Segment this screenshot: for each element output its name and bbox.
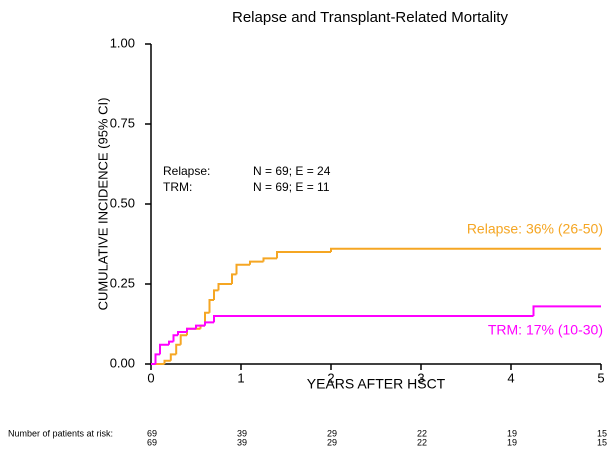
y-tick-label: 0.50 — [110, 195, 135, 210]
at-risk-count: 39 — [237, 437, 247, 447]
x-tick-label: 3 — [417, 370, 424, 385]
x-axis-label: YEARS AFTER HSCT — [307, 376, 446, 392]
at-risk-count: 19 — [507, 428, 517, 438]
step-segment — [186, 327, 196, 332]
at-risk-count: 39 — [237, 428, 247, 438]
step-segment — [169, 353, 177, 361]
x-tick-label: 1 — [237, 370, 244, 385]
step-segment — [168, 340, 174, 345]
step-segment — [177, 331, 187, 336]
step-segment — [213, 289, 219, 300]
curve-label: TRM: 17% (10-30) — [488, 322, 603, 338]
at-risk-count: 22 — [417, 437, 427, 447]
curve-label: Relapse: 36% (26-50) — [467, 221, 603, 237]
stats-value: N = 69; E = 24 — [253, 164, 331, 178]
step-segment — [217, 283, 232, 291]
stats-value: N = 69; E = 11 — [253, 180, 330, 194]
step-segment — [154, 353, 160, 364]
step-segment — [330, 247, 601, 252]
y-tick-label: 0.00 — [110, 355, 135, 370]
at-risk-count: 69 — [147, 428, 157, 438]
x-tick-label: 4 — [507, 370, 514, 385]
at-risk-label: Number of patients at risk: — [8, 428, 113, 438]
stats-name: TRM: — [163, 180, 192, 194]
at-risk-count: 15 — [597, 437, 607, 447]
step-segment — [208, 299, 214, 313]
step-segment — [195, 324, 205, 329]
at-risk-count: 22 — [417, 428, 427, 438]
step-segment — [204, 321, 214, 326]
at-risk-count: 69 — [147, 437, 157, 447]
y-axis-label: CUMULATIVE INCIDENCE (95% CI) — [95, 98, 110, 311]
step-segment — [175, 343, 181, 355]
at-risk-count: 29 — [327, 437, 337, 447]
step-segment — [249, 260, 264, 265]
step-segment — [532, 305, 601, 316]
step-segment — [179, 334, 187, 345]
step-segment — [163, 359, 171, 364]
step-segment — [159, 343, 169, 355]
step-segment — [231, 273, 237, 284]
at-risk-count: 19 — [507, 437, 517, 447]
step-segment — [204, 311, 210, 326]
step-segment — [213, 315, 534, 323]
x-tick-label: 2 — [327, 370, 334, 385]
step-segment — [235, 263, 250, 275]
stats-name: Relapse: — [163, 164, 210, 178]
y-tick-label: 0.25 — [110, 275, 135, 290]
at-risk-count: 29 — [327, 428, 337, 438]
step-segment — [172, 334, 178, 342]
x-tick-label: 5 — [597, 370, 604, 385]
step-segment — [262, 257, 277, 262]
y-tick-label: 0.75 — [110, 115, 135, 130]
step-segment — [276, 251, 331, 259]
chart-title: Relapse and Transplant-Related Mortality — [232, 9, 508, 26]
y-tick-label: 1.00 — [110, 35, 135, 50]
x-tick-label: 0 — [147, 370, 154, 385]
at-risk-count: 15 — [597, 428, 607, 438]
